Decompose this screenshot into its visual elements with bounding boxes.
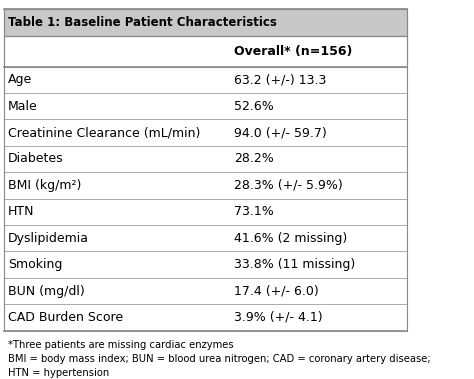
Text: Smoking: Smoking [8,258,63,271]
Text: 28.3% (+/- 5.9%): 28.3% (+/- 5.9%) [235,179,343,192]
Bar [4,251,407,278]
Text: 73.1%: 73.1% [235,205,274,218]
Bar [4,9,407,36]
Text: 28.2%: 28.2% [235,152,274,166]
Bar [4,172,407,199]
Text: *Three patients are missing cardiac enzymes: *Three patients are missing cardiac enzy… [8,340,234,350]
Text: 33.8% (11 missing): 33.8% (11 missing) [235,258,356,271]
Text: Dyslipidemia: Dyslipidemia [8,232,89,245]
Bar [4,146,407,172]
Text: HTN = hypertension: HTN = hypertension [8,368,109,378]
Text: 63.2 (+/-) 13.3: 63.2 (+/-) 13.3 [235,73,327,86]
Bar [4,225,407,251]
Text: Creatinine Clearance (mL/min): Creatinine Clearance (mL/min) [8,126,201,139]
Bar [4,119,407,146]
Bar [4,93,407,119]
Text: 3.9% (+/- 4.1): 3.9% (+/- 4.1) [235,311,323,324]
Text: Male: Male [8,100,38,113]
Text: 41.6% (2 missing): 41.6% (2 missing) [235,232,348,245]
Text: Table 1: Baseline Patient Characteristics: Table 1: Baseline Patient Characteristic… [8,16,277,29]
Bar [4,304,407,330]
Bar [4,199,407,225]
Bar [4,36,407,67]
Bar [4,278,407,304]
Text: BUN (mg/dl): BUN (mg/dl) [8,285,85,298]
Text: 52.6%: 52.6% [235,100,274,113]
Text: HTN: HTN [8,205,35,218]
Text: 94.0 (+/- 59.7): 94.0 (+/- 59.7) [235,126,327,139]
Bar [4,67,407,93]
Text: CAD Burden Score: CAD Burden Score [8,311,123,324]
Text: 17.4 (+/- 6.0): 17.4 (+/- 6.0) [235,285,319,298]
Text: BMI (kg/m²): BMI (kg/m²) [8,179,82,192]
Text: Diabetes: Diabetes [8,152,64,166]
Text: BMI = body mass index; BUN = blood urea nitrogen; CAD = coronary artery disease;: BMI = body mass index; BUN = blood urea … [8,354,431,364]
Text: Age: Age [8,73,33,86]
Text: Overall* (n=156): Overall* (n=156) [235,45,353,58]
